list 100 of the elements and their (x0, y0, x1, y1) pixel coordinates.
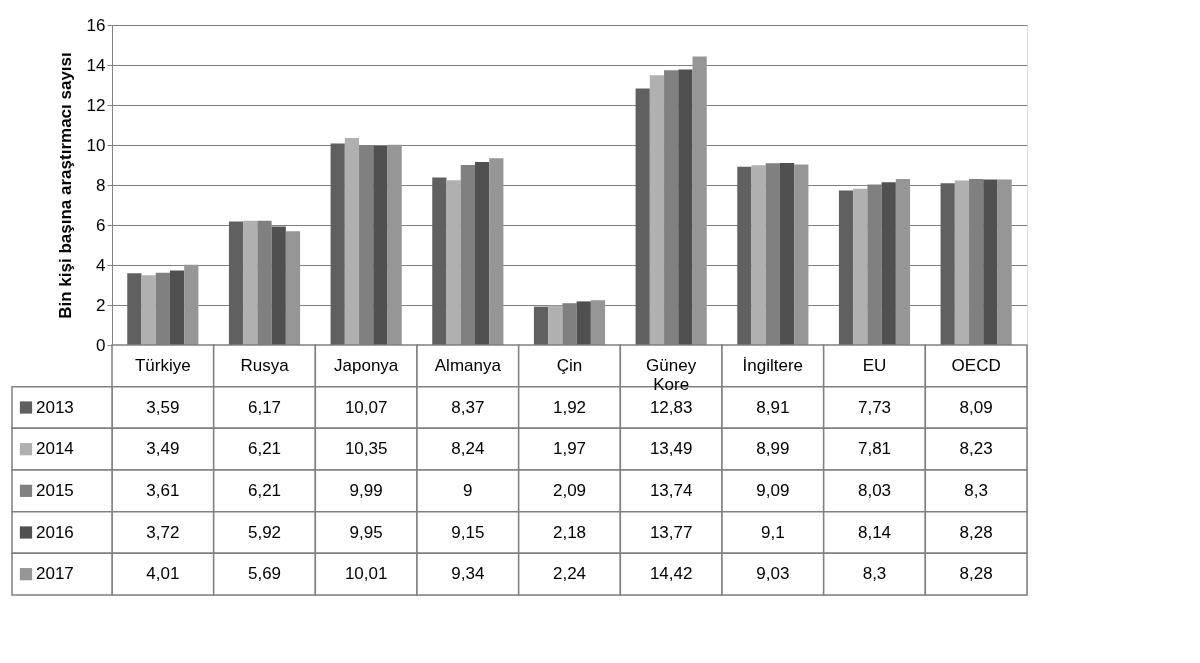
x-tick-label: EU (862, 355, 887, 375)
bar (737, 166, 752, 345)
data-label: 13,49 (649, 439, 693, 459)
bar (678, 69, 693, 345)
bar (169, 270, 185, 345)
bar (635, 88, 650, 345)
data-label: 9 (463, 480, 473, 500)
y-tick-label: 2 (96, 295, 106, 315)
bar (127, 273, 142, 345)
data-label: 5,92 (247, 522, 282, 542)
data-label: 9,99 (349, 480, 383, 500)
y-tick-label: 10 (86, 135, 106, 155)
data-label: 8,3 (964, 480, 988, 500)
legend-label: 2014 (36, 439, 74, 459)
legend-label: 2017 (36, 564, 74, 584)
data-label: 5,69 (247, 564, 282, 584)
x-tick-label: OECD (951, 355, 1001, 375)
bar (997, 179, 1012, 345)
bar (243, 220, 258, 345)
data-label: 8,23 (959, 439, 993, 459)
data-label: 9,15 (451, 522, 485, 542)
bar (692, 56, 707, 345)
bar (838, 190, 854, 345)
data-label: 8,28 (959, 564, 993, 584)
x-tick-label: Rusya (240, 355, 290, 375)
bar (983, 179, 998, 345)
y-axis-title: Bin kişi başına araştırmacı sayısı (55, 52, 75, 319)
data-label: 6,17 (247, 397, 282, 417)
data-label: 8,14 (857, 522, 892, 542)
data-label: 8,28 (959, 522, 993, 542)
data-label: 12,83 (649, 397, 693, 417)
y-tick-label: 16 (86, 15, 106, 35)
bar (590, 300, 606, 345)
data-label: 13,77 (649, 522, 693, 542)
data-label: 3,61 (146, 480, 180, 500)
bar (548, 305, 563, 345)
data-label: 10,07 (344, 397, 388, 417)
data-label: 6,21 (247, 480, 282, 500)
data-label: 13,74 (649, 480, 693, 500)
x-tick-label: Çin (556, 355, 583, 375)
bar (271, 226, 286, 345)
data-label: 8,3 (862, 564, 887, 584)
bar (474, 162, 490, 345)
bar (533, 306, 549, 345)
data-label: 2,24 (552, 564, 587, 584)
data-label: 8,24 (451, 439, 485, 459)
data-label: 8,99 (756, 439, 790, 459)
data-label: 7,81 (857, 439, 892, 459)
data-label: 1,97 (552, 439, 587, 459)
bar (184, 264, 199, 345)
bar (649, 75, 665, 345)
bar (954, 180, 970, 345)
legend-label: 2013 (36, 397, 74, 417)
data-label: 3,49 (146, 439, 180, 459)
bar (576, 301, 591, 345)
x-tick-label: Almanya (434, 355, 502, 375)
data-label: 3,72 (146, 522, 180, 542)
data-label: 9,95 (349, 522, 383, 542)
bar (881, 182, 896, 345)
data-label: 2,09 (552, 480, 587, 500)
data-label: 6,21 (247, 439, 282, 459)
y-tick-label: 4 (96, 255, 106, 275)
bar (228, 221, 244, 345)
y-tick-label: 12 (86, 95, 106, 115)
data-label: 8,91 (756, 397, 790, 417)
bar (794, 164, 809, 345)
y-tick-label: 6 (96, 215, 106, 235)
data-label: 4,01 (146, 564, 180, 584)
x-tick-label: Güney Kore (646, 355, 697, 394)
bar (387, 144, 402, 345)
data-label: 8,09 (959, 397, 993, 417)
data-label: 9,03 (756, 564, 790, 584)
data-label: 8,03 (857, 480, 892, 500)
data-label: 10,01 (344, 564, 388, 584)
data-label: 3,59 (146, 397, 180, 417)
x-tick-label: İngiltere (742, 355, 804, 375)
y-tick-label: 8 (96, 175, 106, 195)
y-tick-label: 14 (86, 55, 106, 75)
bar (489, 158, 504, 345)
legend-label: 2015 (36, 480, 74, 500)
bar (330, 143, 345, 345)
bar (373, 146, 388, 345)
bar (940, 183, 955, 345)
bar (141, 275, 156, 345)
data-label: 8,37 (451, 397, 485, 417)
bar (751, 165, 766, 345)
bar (895, 179, 911, 345)
data-label: 14,42 (649, 564, 693, 584)
data-label: 2,18 (552, 522, 587, 542)
data-label: 9,34 (451, 564, 485, 584)
bar (853, 188, 868, 345)
data-label: 9,1 (761, 522, 785, 542)
bar (446, 180, 461, 345)
data-label: 10,35 (344, 439, 388, 459)
bar (779, 163, 795, 345)
data-label: 1,92 (552, 397, 587, 417)
legend-label: 2016 (36, 522, 74, 542)
x-tick-label: Japonya (334, 355, 399, 375)
bar (344, 138, 360, 345)
bar (285, 231, 301, 345)
